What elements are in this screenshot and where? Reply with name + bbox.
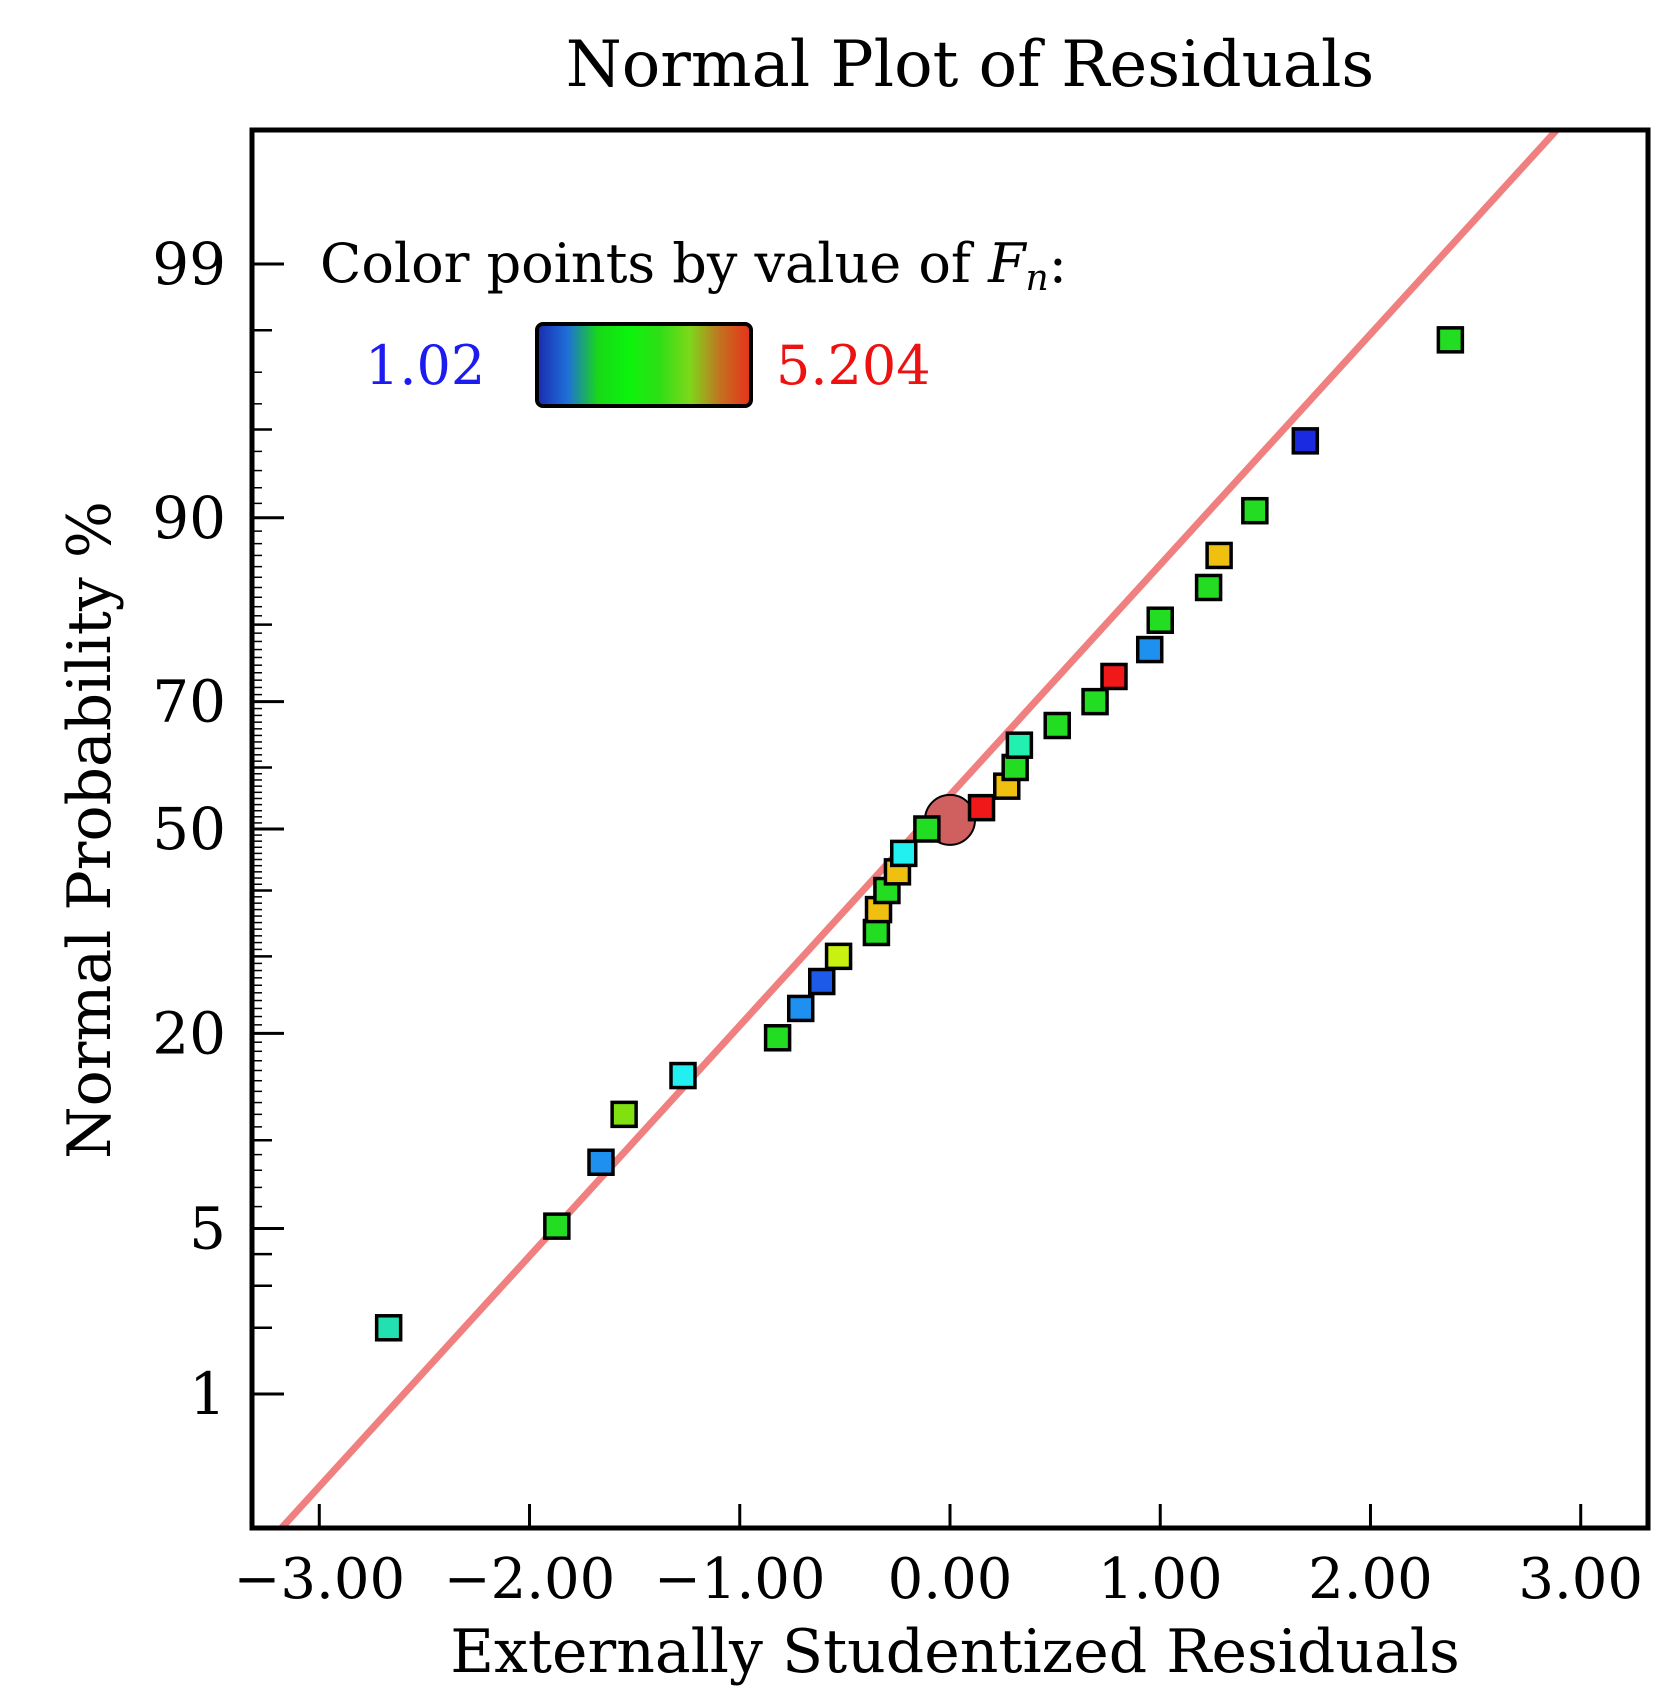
data-point [808, 967, 836, 996]
legend-min-label: 1.02 [365, 334, 485, 397]
chart-title: Normal Plot of Residuals [566, 28, 1375, 102]
data-point [889, 839, 918, 868]
data-point [786, 994, 815, 1023]
legend-max-label: 5.204 [776, 334, 931, 397]
x-tick-label: 2.00 [1308, 1547, 1433, 1612]
data-point [1005, 731, 1034, 759]
data-point [1241, 496, 1269, 525]
y-tick-label: 99 [152, 230, 226, 298]
data-point [862, 918, 891, 947]
x-tick-label: 1.00 [1098, 1547, 1223, 1612]
data-point [1081, 687, 1109, 716]
data-point [1194, 573, 1223, 602]
y-tick-label: 50 [152, 795, 226, 863]
color-legend: Color points by value of Fn: 1.02 5.204 [320, 232, 1067, 408]
legend-color-bar [535, 322, 753, 408]
data-point [1146, 606, 1174, 634]
x-tick-label: 3.00 [1518, 1547, 1643, 1612]
legend-variable: F [987, 232, 1028, 295]
x-tick-label: −3.00 [233, 1547, 405, 1612]
y-axis-label: Normal Probability % [55, 501, 125, 1159]
plot-area-frame [249, 127, 1651, 1531]
data-point [610, 1100, 638, 1129]
data-point [763, 1024, 792, 1052]
data-point [587, 1148, 615, 1177]
y-tick-label: 20 [152, 999, 226, 1067]
data-point [1100, 662, 1128, 691]
x-axis-label: Externally Studentized Residuals [450, 1617, 1459, 1687]
legend-title: Color points by value of Fn: [320, 232, 1067, 299]
x-tick-label: −2.00 [444, 1547, 616, 1612]
legend-subscript: n [1026, 258, 1049, 299]
data-point [543, 1212, 571, 1240]
data-point [824, 942, 853, 971]
data-point [1001, 753, 1029, 782]
y-tick-label: 1 [189, 1360, 226, 1428]
y-tick-label: 70 [152, 668, 226, 736]
legend-title-text: Color points by value of [320, 232, 988, 295]
x-axis-ticks: −3.00 −2.00 −1.00 0.00 1.00 2.00 3.00 [233, 1504, 1643, 1612]
data-point [669, 1061, 697, 1090]
data-point [967, 793, 996, 822]
data-point [1436, 326, 1465, 354]
data-point [374, 1314, 403, 1342]
y-tick-label: 90 [152, 484, 226, 552]
data-point [1135, 635, 1164, 664]
y-axis-ticks: 1 5 20 50 70 90 99 [152, 230, 284, 1428]
data-point [1291, 427, 1320, 455]
x-tick-label: −1.00 [654, 1547, 826, 1612]
x-tick-label: 0.00 [888, 1547, 1013, 1612]
data-point [1205, 541, 1233, 570]
data-point [1043, 711, 1071, 740]
y-tick-label: 5 [189, 1194, 226, 1262]
data-point [913, 815, 941, 843]
legend-colon: : [1049, 232, 1067, 295]
data-points [374, 326, 1465, 1342]
